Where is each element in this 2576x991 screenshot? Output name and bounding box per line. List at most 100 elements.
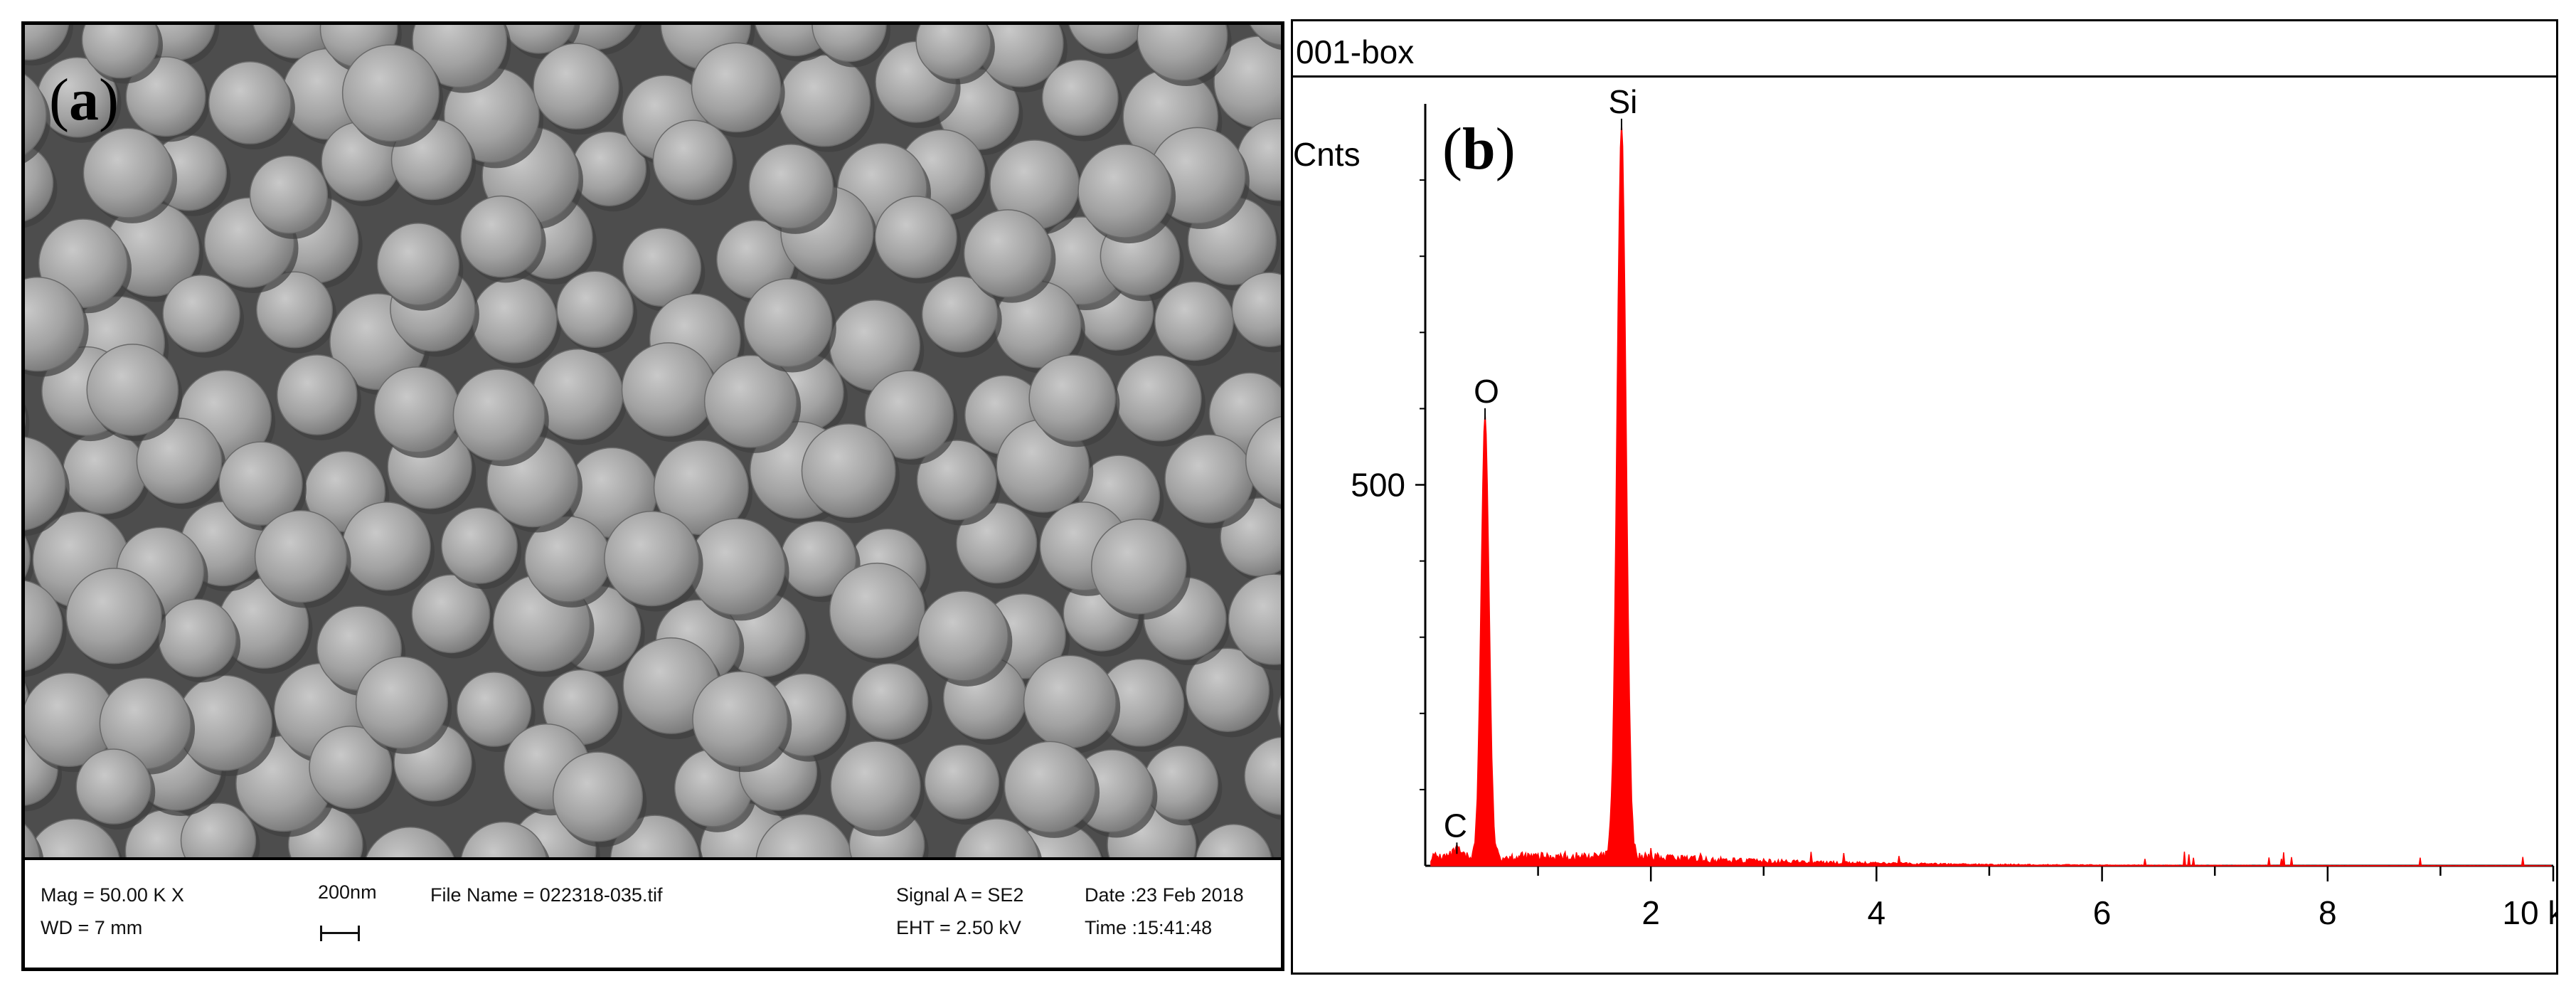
sphere-particle (25, 404, 30, 445)
sphere-particle (309, 725, 396, 815)
sphere-particle (830, 741, 925, 837)
sphere-particle (81, 25, 163, 84)
sphere-particle (25, 535, 35, 589)
sphere-particle (924, 744, 1004, 825)
sphere-particle (25, 824, 44, 857)
sphere-particle (916, 440, 1001, 526)
sphere-particle (83, 127, 177, 223)
sphere-particle (62, 430, 151, 520)
x-tick-label: 6 (2093, 894, 2112, 931)
sem-image-panel: (a) Mag = 50.00 K X WD = 7 mm 200nm File… (21, 21, 1284, 971)
sphere-particle (25, 144, 58, 228)
sphere-particle (552, 751, 647, 847)
sphere-particle (460, 821, 550, 857)
sphere-particle (801, 423, 900, 524)
sphere-particle (249, 155, 332, 239)
sphere-particle (25, 672, 120, 773)
sphere-particle (604, 511, 703, 612)
sphere-particle (276, 354, 361, 440)
sphere-particle (963, 209, 1056, 303)
sphere-particle (652, 120, 737, 206)
sphere-particle (1231, 272, 1281, 353)
sphere-particle (471, 277, 561, 369)
sphere-particle (1245, 415, 1281, 509)
sphere-particle (456, 672, 536, 753)
working-distance-text: WD = 7 mm (41, 917, 143, 938)
sphere-particle (1154, 281, 1238, 366)
sphere-particle (994, 280, 1085, 373)
panel-b-label: (b) (1442, 116, 1516, 182)
sphere-particle (412, 25, 511, 93)
sphere-particle (811, 25, 891, 68)
sphere-particle (441, 507, 522, 590)
sphere-particle (136, 418, 226, 509)
sphere-particle (533, 43, 623, 135)
sphere-particle (556, 270, 638, 354)
sphere-particle (532, 349, 627, 445)
sphere-particle (65, 568, 166, 669)
sphere-particle (851, 662, 932, 746)
sphere-particle (1077, 144, 1176, 244)
eht-text: EHT = 2.50 kV (896, 917, 1021, 938)
sphere-particle (158, 598, 241, 683)
sphere-particle (452, 369, 549, 467)
sphere-particle (1143, 745, 1223, 826)
sphere-particle (653, 440, 753, 541)
panel-a-label: (a) (49, 67, 119, 133)
sphere-particle (1228, 573, 1281, 671)
file-name-text: File Name = 022318-035.tif (430, 884, 663, 906)
sphere-particle (703, 354, 802, 453)
sphere-particle (1023, 655, 1121, 754)
sphere-particle (256, 271, 337, 354)
sphere-particle (25, 277, 89, 377)
sphere-particle (376, 223, 464, 311)
sphere-particle (1068, 25, 1151, 60)
y-tick-label: 500 (1351, 467, 1405, 504)
sphere-particle (1037, 216, 1130, 311)
sphere-particle (1115, 354, 1205, 447)
y-axis-unit: Cnts (1293, 136, 1361, 173)
sphere-particle (829, 562, 929, 664)
sphere-particle (778, 54, 875, 152)
sphere-particle (621, 342, 720, 442)
sphere-particle (1004, 741, 1100, 838)
sphere-particle (691, 42, 785, 138)
sphere-particle (25, 436, 70, 536)
sphere-particle (921, 275, 1002, 358)
sphere-particle (373, 366, 464, 458)
sphere-particle (915, 25, 995, 85)
peak-label-o: O (1474, 373, 1499, 410)
sphere-particle (460, 195, 546, 283)
sphere-particle (355, 656, 452, 754)
sphere-particle (1277, 694, 1281, 728)
sphere-particle (1244, 736, 1281, 820)
date-text: Date :23 Feb 2018 (1085, 884, 1244, 906)
sphere-particle (341, 44, 444, 147)
sphere-particle (1213, 36, 1281, 134)
sem-info-bar: Mag = 50.00 K X WD = 7 mm 200nm File Nam… (25, 857, 1281, 968)
sphere-particle (688, 518, 789, 621)
sphere-particle (36, 57, 122, 143)
sphere-particle (218, 441, 307, 531)
sphere-particle (976, 25, 1068, 92)
sphere-particle (25, 73, 50, 163)
time-text: Time :15:41:48 (1085, 917, 1213, 938)
sphere-particle (954, 818, 1042, 857)
sphere-particle (180, 802, 260, 857)
sphere-particle (748, 144, 838, 234)
sphere-particle (864, 370, 958, 465)
sphere-particle (1137, 25, 1232, 87)
sphere-particle (25, 25, 74, 66)
sem-micrograph (25, 25, 1281, 857)
eds-spectrum-panel: 001-box (b) Cnts 2 4 6 8 10 keV 500 C O Si (1291, 19, 2558, 975)
scale-bar (320, 926, 360, 941)
sphere-particle (1090, 518, 1191, 620)
sphere-particle (75, 748, 156, 830)
sphere-particle (390, 119, 477, 206)
sphere-particle (208, 61, 295, 150)
sphere-particle (86, 344, 183, 442)
peak-label-si: Si (1609, 83, 1638, 120)
magnification-text: Mag = 50.00 K X (41, 884, 184, 906)
sphere-particle (1195, 824, 1274, 857)
sphere-particle (25, 580, 67, 677)
